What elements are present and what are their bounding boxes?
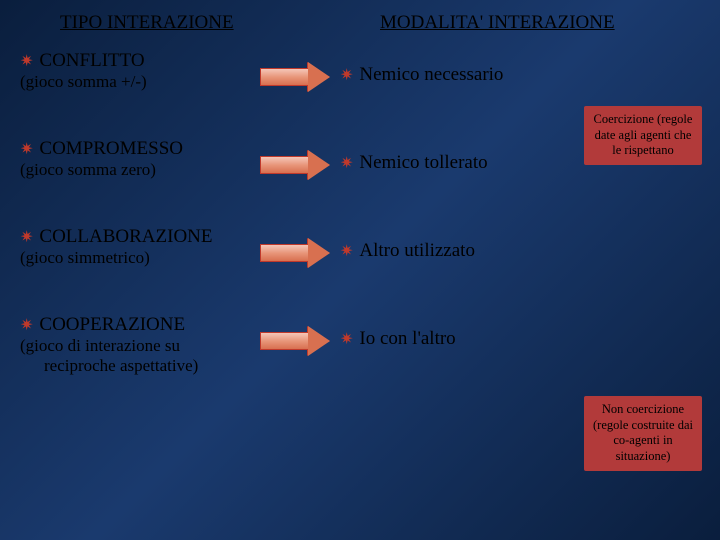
left-title: ✷ COLLABORAZIONE [20, 226, 250, 248]
left-title: ✷ CONFLITTO [20, 50, 250, 72]
right-text-label: Nemico necessario [359, 64, 503, 86]
left-sub-line1: (gioco di interazione su [20, 336, 250, 356]
left-col: ✷ COOPERAZIONE (gioco di interazione su r… [20, 314, 250, 376]
right-text-label: Altro utilizzato [359, 240, 475, 262]
right-col: ✷ Nemico necessario [340, 50, 550, 86]
right-col: ✷ Io con l'altro [340, 314, 550, 350]
arrow-icon [260, 152, 330, 178]
row-collaborazione: ✷ COLLABORAZIONE (gioco simmetrico) ✷ Altr… [20, 226, 720, 268]
left-sub: (gioco somma zero) [20, 160, 250, 180]
arrow-col [250, 314, 340, 354]
bullet-icon: ✷ [340, 241, 353, 261]
left-sub: (gioco somma +/-) [20, 72, 250, 92]
left-title-text: COOPERAZIONE [39, 314, 185, 336]
right-text-label: Nemico tollerato [359, 152, 487, 174]
left-col: ✷ CONFLITTO (gioco somma +/-) [20, 50, 250, 92]
left-col: ✷ COLLABORAZIONE (gioco simmetrico) [20, 226, 250, 268]
right-text: ✷ Io con l'altro [340, 328, 550, 350]
left-title: ✷ COOPERAZIONE [20, 314, 250, 336]
left-sub-line2: reciproche aspettative) [44, 356, 250, 376]
arrow-col [250, 138, 340, 178]
row-conflitto: ✷ CONFLITTO (gioco somma +/-) ✷ Nemico nec… [20, 50, 720, 92]
arrow-icon [260, 64, 330, 90]
note-coercizione: Coercizione (regole date agli agenti che… [584, 106, 702, 165]
bullet-icon: ✷ [20, 139, 33, 159]
bullet-icon: ✷ [340, 65, 353, 85]
right-col: ✷ Nemico tollerato [340, 138, 550, 174]
left-title-text: CONFLITTO [39, 50, 144, 72]
bullet-icon: ✷ [340, 153, 353, 173]
right-text-label: Io con l'altro [359, 328, 455, 350]
left-title-text: COLLABORAZIONE [39, 226, 212, 248]
left-sub: (gioco simmetrico) [20, 248, 250, 268]
left-col: ✷ COMPROMESSO (gioco somma zero) [20, 138, 250, 180]
arrow-col [250, 226, 340, 266]
right-col: ✷ Altro utilizzato [340, 226, 550, 262]
right-text: ✷ Nemico necessario [340, 64, 550, 86]
arrow-icon [260, 240, 330, 266]
header-row: TIPO INTERAZIONE MODALITA' INTERAZIONE [0, 0, 720, 34]
bullet-icon: ✷ [20, 315, 33, 335]
arrow-col [250, 50, 340, 90]
bullet-icon: ✷ [20, 51, 33, 71]
right-text: ✷ Nemico tollerato [340, 152, 550, 174]
content-area: ✷ CONFLITTO (gioco somma +/-) ✷ Nemico nec… [0, 34, 720, 376]
left-title: ✷ COMPROMESSO [20, 138, 250, 160]
left-title-text: COMPROMESSO [39, 138, 183, 160]
right-text: ✷ Altro utilizzato [340, 240, 550, 262]
header-left: TIPO INTERAZIONE [60, 12, 340, 34]
bullet-icon: ✷ [20, 227, 33, 247]
row-cooperazione: ✷ COOPERAZIONE (gioco di interazione su r… [20, 314, 720, 376]
header-right: MODALITA' INTERAZIONE [380, 12, 615, 34]
arrow-icon [260, 328, 330, 354]
bullet-icon: ✷ [340, 329, 353, 349]
note-non-coercizione: Non coercizione (regole costruite dai co… [584, 396, 702, 471]
